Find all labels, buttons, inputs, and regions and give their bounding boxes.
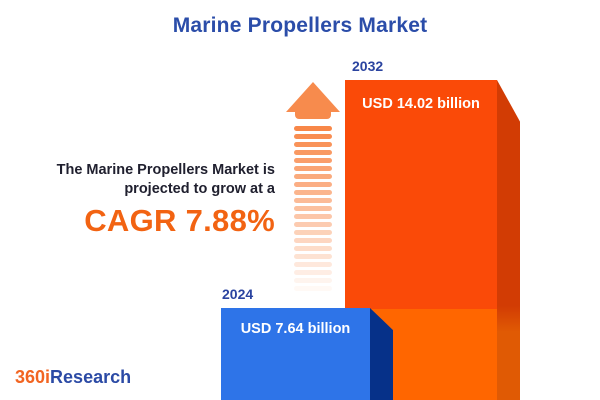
arrow-neck xyxy=(295,104,331,119)
bar-2024-side-face xyxy=(370,308,393,400)
brand-logo: 360iResearch xyxy=(15,367,131,388)
bar-2032-value-label: USD 14.02 billion xyxy=(362,96,480,112)
brand-logo-prefix: 360i xyxy=(15,367,51,387)
bar-2024-front-face xyxy=(221,308,370,400)
growth-note-line1: The Marine Propellers Market is xyxy=(56,162,275,178)
bar-2032-side-face xyxy=(497,80,520,400)
growth-note-line2: projected to grow at a xyxy=(124,181,275,197)
cagr-value: CAGR 7.88% xyxy=(84,203,275,238)
growth-up-arrow-icon xyxy=(286,82,340,294)
bar-2024-year-label: 2024 xyxy=(222,286,254,302)
bar-2032-year-label: 2032 xyxy=(352,58,384,74)
page-title: Marine Propellers Market xyxy=(172,14,428,37)
growth-note: The Marine Propellers Market is projecte… xyxy=(20,161,275,239)
brand-logo-suffix: Research xyxy=(50,367,132,387)
bar-2024-value-label: USD 7.64 billion xyxy=(240,321,351,337)
arrow-stripes xyxy=(294,126,332,294)
